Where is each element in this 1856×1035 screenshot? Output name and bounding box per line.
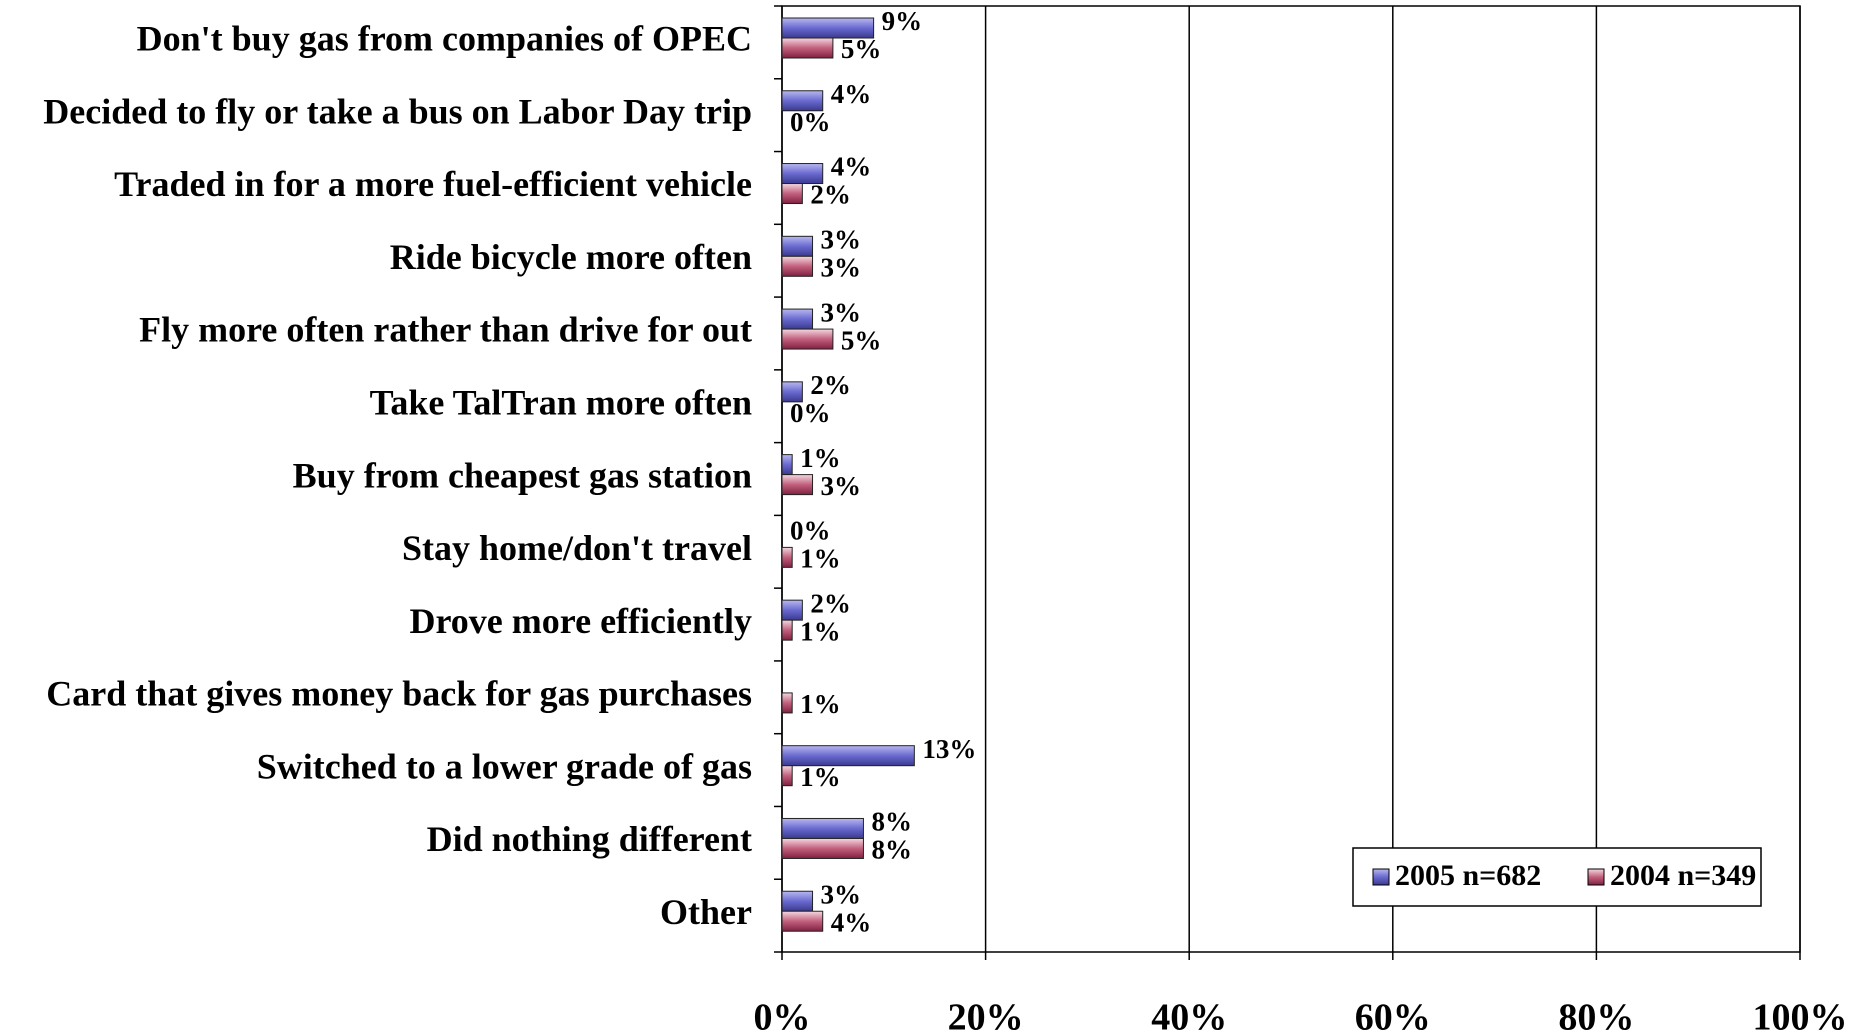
value-label: 3%	[821, 879, 862, 909]
category-label: Decided to fly or take a bus on Labor Da…	[43, 91, 752, 131]
x-tick-label: 20%	[948, 997, 1024, 1035]
bar	[781, 474, 814, 496]
category-label: Take TalTran more often	[370, 382, 752, 422]
x-tick-label: 100%	[1753, 997, 1848, 1035]
legend-label: 2004 n=349	[1610, 859, 1756, 892]
value-label: 3%	[821, 471, 862, 501]
bar	[781, 255, 814, 277]
value-label: 4%	[831, 907, 872, 937]
bar	[781, 837, 864, 859]
category-label: Don't buy gas from companies of OPEC	[137, 19, 752, 59]
category-label: Switched to a lower grade of gas	[257, 746, 752, 786]
category-label: Ride bicycle more often	[390, 237, 752, 277]
value-label: 5%	[841, 325, 882, 355]
bar	[781, 90, 824, 112]
bar	[781, 328, 834, 350]
value-label: 3%	[821, 253, 862, 283]
category-label: Stay home/don't travel	[402, 528, 752, 568]
bar	[781, 890, 814, 912]
value-label: 1%	[800, 616, 841, 646]
value-label: 0%	[790, 398, 831, 428]
value-label: 1%	[800, 762, 841, 792]
legend-box	[1352, 847, 1762, 907]
bar	[781, 910, 824, 932]
value-label: 4%	[831, 152, 872, 182]
value-label: 3%	[821, 297, 862, 327]
value-label: 9%	[882, 6, 923, 36]
value-label: 8%	[871, 835, 912, 865]
value-label: 2%	[810, 180, 851, 210]
category-label: Traded in for a more fuel-efficient vehi…	[114, 164, 752, 204]
bar	[781, 183, 803, 205]
category-label: Did nothing different	[427, 819, 752, 859]
category-label: Drove more efficiently	[409, 601, 752, 641]
value-label: 0%	[790, 107, 831, 137]
x-tick-label: 0%	[754, 997, 811, 1035]
legend-swatch	[1587, 868, 1605, 886]
category-label: Fly more often rather than drive for out	[139, 310, 752, 350]
value-label: 2%	[810, 588, 851, 618]
bar	[781, 765, 793, 787]
category-label: Card that gives money back for gas purch…	[46, 674, 752, 714]
value-label: 2%	[810, 370, 851, 400]
value-label: 8%	[871, 807, 912, 837]
bar	[781, 546, 793, 568]
legend-label: 2005 n=682	[1395, 859, 1541, 892]
value-label: 13%	[922, 734, 976, 764]
bar	[781, 381, 803, 403]
x-tick-label: 80%	[1558, 997, 1634, 1035]
value-label: 0%	[790, 516, 831, 546]
value-label: 1%	[800, 443, 841, 473]
value-label: 1%	[800, 544, 841, 574]
bar	[781, 454, 793, 476]
category-label: Other	[660, 892, 752, 932]
bar	[781, 692, 793, 714]
bar	[781, 235, 814, 257]
bar	[781, 619, 793, 641]
bar	[781, 817, 864, 839]
bar	[781, 308, 814, 330]
category-label: Buy from cheapest gas station	[293, 455, 752, 495]
x-tick-label: 40%	[1151, 997, 1227, 1035]
bar	[781, 745, 915, 767]
plot-border	[781, 5, 1801, 953]
value-label: 4%	[831, 79, 872, 109]
value-label: 5%	[841, 34, 882, 64]
value-label: 3%	[821, 225, 862, 255]
value-label: 1%	[800, 689, 841, 719]
legend-swatch	[1372, 868, 1390, 886]
x-tick-label: 60%	[1355, 997, 1431, 1035]
bar	[781, 37, 834, 59]
